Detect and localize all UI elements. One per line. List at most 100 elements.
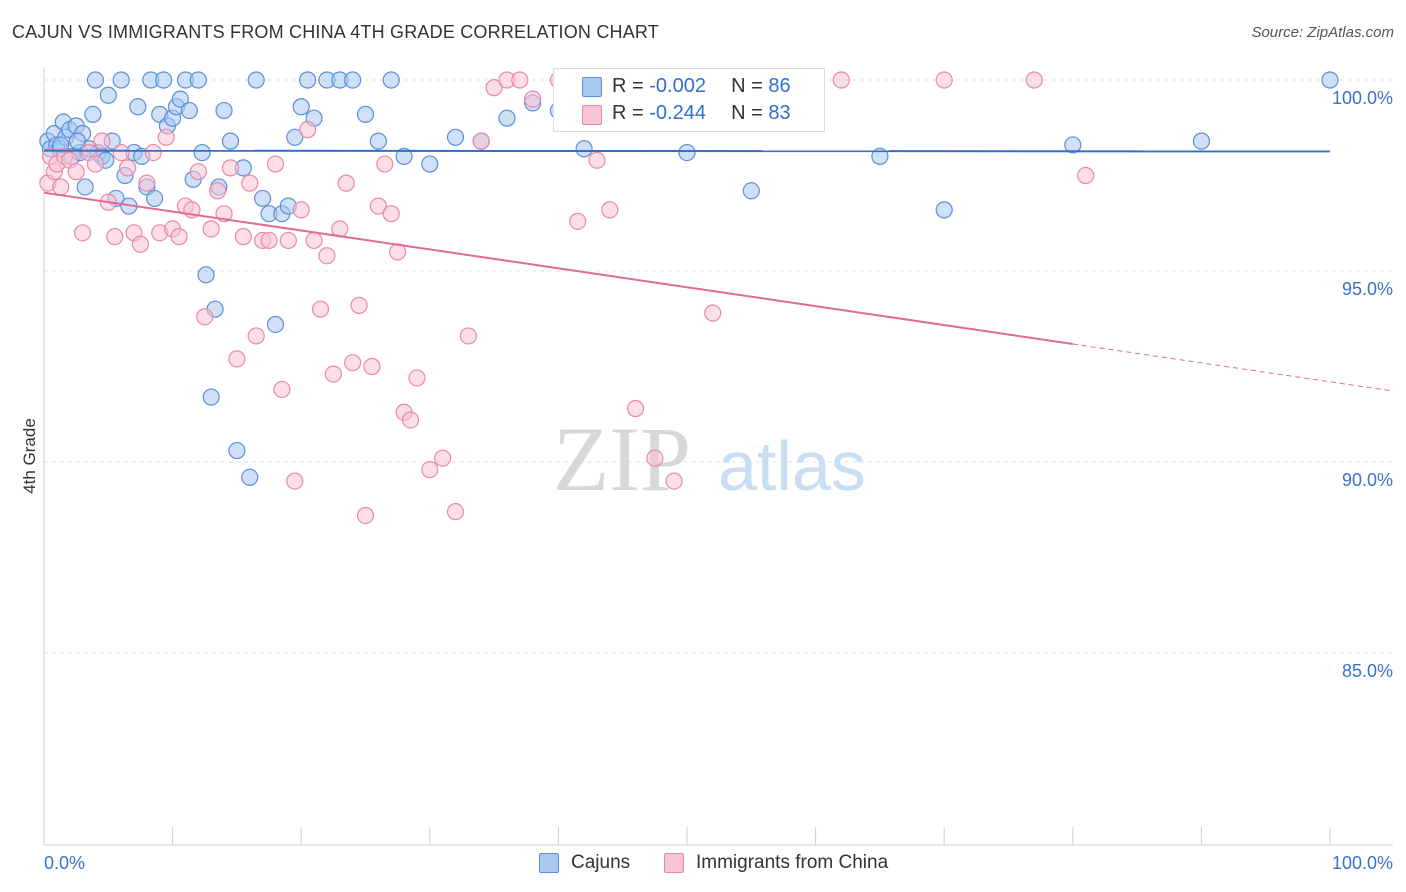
cajuns-point bbox=[84, 105, 102, 123]
china-point bbox=[266, 155, 285, 173]
china-point bbox=[665, 472, 683, 490]
cajuns-point bbox=[68, 132, 87, 150]
cajuns-point bbox=[871, 147, 889, 165]
china-point bbox=[131, 235, 150, 253]
r-label: R = bbox=[612, 75, 650, 97]
china-point bbox=[305, 231, 323, 250]
cajuns-point bbox=[145, 189, 164, 208]
china-point bbox=[832, 71, 850, 89]
china-stats: R = -0.244 N = 83 bbox=[612, 102, 791, 125]
china-point bbox=[93, 132, 111, 150]
china-point bbox=[369, 197, 387, 215]
china-point bbox=[626, 399, 645, 418]
china-point bbox=[106, 228, 124, 246]
cajuns-point bbox=[112, 71, 130, 89]
cajuns-point bbox=[215, 101, 233, 120]
legend-label-china: Immigrants from China bbox=[696, 852, 889, 873]
cajuns-point bbox=[935, 201, 953, 219]
cajuns-point bbox=[197, 266, 215, 284]
watermark: ZIP atlas bbox=[553, 408, 866, 510]
cajuns-point bbox=[86, 71, 105, 89]
cajuns-point bbox=[1321, 71, 1339, 89]
legend-cajuns[interactable]: Cajuns bbox=[539, 852, 630, 874]
legend-china[interactable]: Immigrants from China bbox=[664, 852, 888, 874]
china-point bbox=[299, 121, 317, 139]
china-point bbox=[356, 506, 375, 525]
china-point bbox=[241, 174, 259, 192]
x-tick-label: 100.0% bbox=[1332, 853, 1393, 873]
n-label: N = bbox=[731, 75, 769, 97]
cajuns-point bbox=[382, 71, 400, 89]
n-value: 83 bbox=[768, 102, 791, 124]
china-point bbox=[279, 231, 297, 250]
chart-title: CAJUN VS IMMIGRANTS FROM CHINA 4TH GRADE… bbox=[12, 22, 659, 42]
china-point bbox=[485, 79, 503, 97]
china-point bbox=[1025, 71, 1043, 89]
cajuns-point bbox=[1064, 136, 1082, 154]
china-point bbox=[286, 472, 304, 490]
china-point bbox=[524, 90, 542, 108]
china-point bbox=[588, 151, 606, 169]
cajuns-point bbox=[292, 98, 310, 116]
china-point bbox=[67, 163, 85, 181]
china-point bbox=[112, 143, 130, 162]
china-point bbox=[228, 350, 246, 368]
cajuns-point bbox=[742, 182, 760, 200]
cajuns-point bbox=[446, 128, 465, 146]
china-point bbox=[292, 201, 310, 219]
china-point bbox=[382, 205, 400, 223]
china-point bbox=[118, 159, 137, 177]
china-point bbox=[221, 159, 240, 177]
china-point bbox=[247, 327, 265, 345]
cajuns-point bbox=[254, 189, 272, 208]
r-value: -0.244 bbox=[649, 102, 706, 124]
china-point bbox=[260, 231, 278, 250]
tick-labels: 100.0% 95.0% 90.0% 85.0% 0.0% 100.0% bbox=[44, 88, 1393, 873]
r-label: R = bbox=[612, 102, 650, 124]
china-trend-line bbox=[43, 191, 1073, 345]
cajuns-point bbox=[180, 101, 198, 120]
china-point bbox=[52, 178, 70, 196]
china-point bbox=[459, 327, 477, 345]
china-point bbox=[511, 71, 529, 89]
stats-legend-box: R = -0.002 N = 86 R = -0.244 N = 83 bbox=[553, 68, 825, 132]
china-point bbox=[704, 304, 722, 322]
watermark-zip: ZIP bbox=[553, 408, 691, 510]
cajuns-point bbox=[369, 132, 387, 150]
china-point bbox=[234, 228, 252, 246]
china-point bbox=[472, 132, 490, 150]
china-point bbox=[311, 300, 330, 318]
china-point bbox=[86, 155, 105, 173]
cajuns-point bbox=[99, 86, 117, 104]
china-point bbox=[196, 308, 214, 326]
china-point bbox=[170, 228, 188, 246]
china-point bbox=[363, 357, 381, 376]
cajuns-point bbox=[247, 71, 265, 89]
china-point bbox=[421, 461, 439, 479]
china-point bbox=[144, 143, 162, 162]
cajuns-point bbox=[76, 178, 94, 196]
china-trend-line-dashed bbox=[1072, 343, 1391, 392]
y-tick-label: 100.0% bbox=[1332, 88, 1393, 108]
china-point bbox=[376, 155, 394, 173]
cajuns-point bbox=[356, 105, 375, 123]
china-point bbox=[209, 182, 227, 200]
x-tick-label: 0.0% bbox=[44, 853, 85, 873]
china-point bbox=[138, 174, 156, 192]
cajuns-point bbox=[678, 143, 696, 162]
china-point bbox=[569, 212, 587, 230]
n-value: 86 bbox=[768, 75, 791, 97]
legend-label-cajuns: Cajuns bbox=[571, 852, 631, 873]
cajuns-point bbox=[228, 441, 246, 460]
cajuns-swatch bbox=[582, 77, 602, 97]
cajuns-point bbox=[241, 468, 259, 486]
cajuns-point bbox=[129, 98, 147, 116]
china-swatch bbox=[582, 105, 602, 125]
cajuns-point bbox=[266, 315, 285, 334]
cajuns-point bbox=[189, 71, 207, 89]
cajuns-point bbox=[154, 71, 173, 89]
china-point bbox=[73, 224, 92, 242]
cajuns-point bbox=[299, 71, 317, 89]
y-axis-title: 4th Grade bbox=[20, 418, 39, 494]
